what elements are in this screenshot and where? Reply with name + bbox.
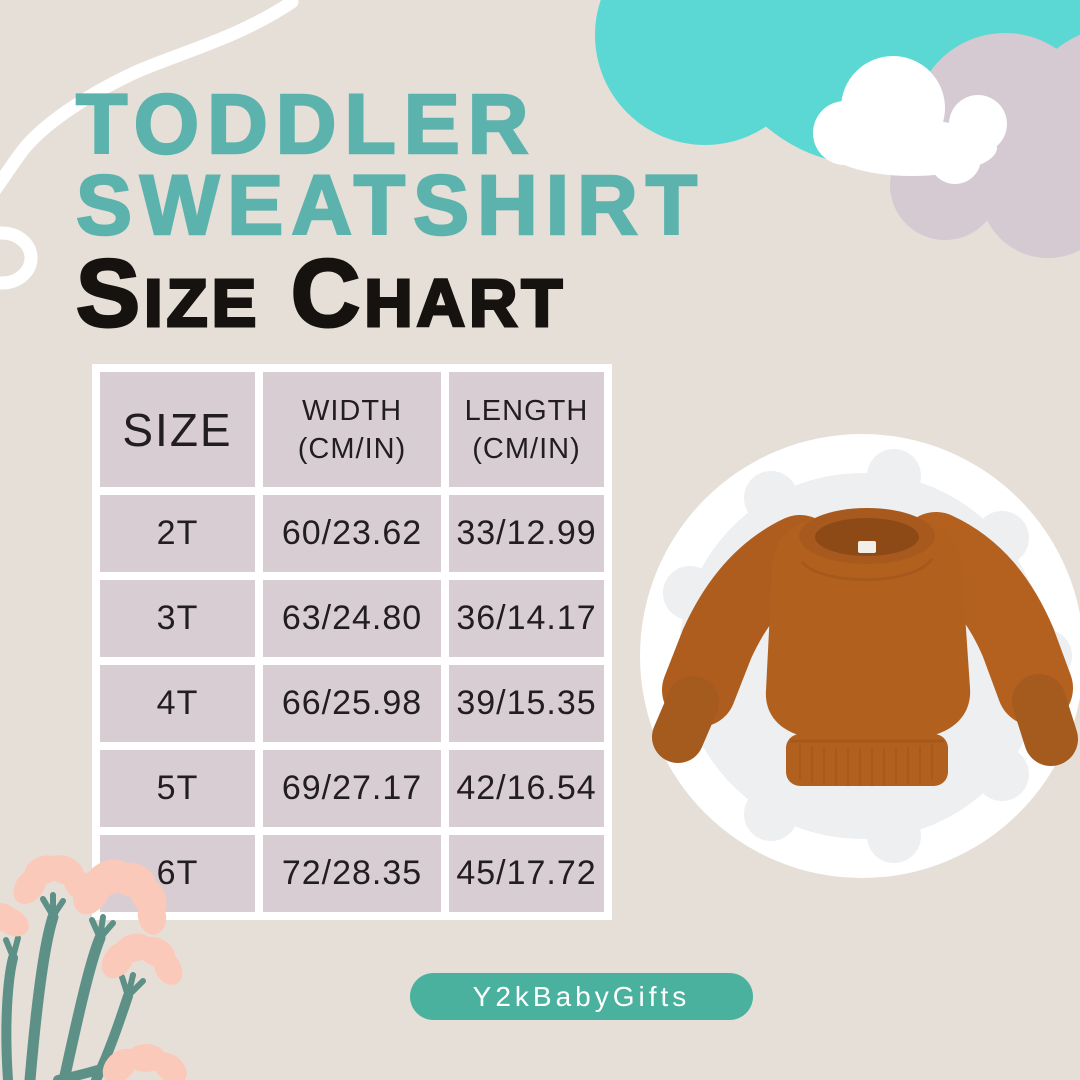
- table-cell: 4T: [100, 665, 255, 742]
- scalloped-photo-background: [663, 449, 1072, 863]
- sweatshirt-photo: [652, 508, 1078, 786]
- title-line-1: TODDLER: [75, 77, 537, 171]
- table-cell: 5T: [100, 750, 255, 827]
- lavender-cloud-icon: [890, 33, 1080, 258]
- table-cell: 66/25.98: [263, 665, 441, 742]
- table-cell: 6T: [100, 835, 255, 912]
- table-cell: 60/23.62: [263, 495, 441, 572]
- table-cell: 69/27.17: [263, 750, 441, 827]
- neck-tag: [858, 541, 876, 553]
- brand-badge: Y2kBabyGifts: [410, 973, 753, 1020]
- product-photo-frame: [640, 434, 1080, 878]
- flower-stems: [1, 892, 146, 1080]
- table-cell: 42/16.54: [449, 750, 604, 827]
- table-cell: 63/24.80: [263, 580, 441, 657]
- header-cell-length: LENGTH (CM/IN): [449, 372, 604, 487]
- table-cell: 39/15.35: [449, 665, 604, 742]
- table-cell: 45/17.72: [449, 835, 604, 912]
- table-cell: 36/14.17: [449, 580, 604, 657]
- table-cell: 3T: [100, 580, 255, 657]
- title-line-2: SWEATSHIRT: [75, 158, 706, 252]
- header-cell-size: SIZE: [100, 372, 255, 487]
- table-cell: 2T: [100, 495, 255, 572]
- header-cell-width: WIDTH (CM/IN): [263, 372, 441, 487]
- table-cell: 72/28.35: [263, 835, 441, 912]
- table-cell: 33/12.99: [449, 495, 604, 572]
- white-cloud-icon: [813, 56, 1007, 184]
- title-line-3: Size Chart: [74, 240, 567, 347]
- brand-badge-label: Y2kBabyGifts: [472, 980, 691, 1012]
- size-chart-table: SIZE WIDTH (CM/IN) LENGTH (CM/IN) 2T 60/…: [92, 364, 612, 920]
- page-title: TODDLER SWEATSHIRT Size Chart: [74, 77, 706, 347]
